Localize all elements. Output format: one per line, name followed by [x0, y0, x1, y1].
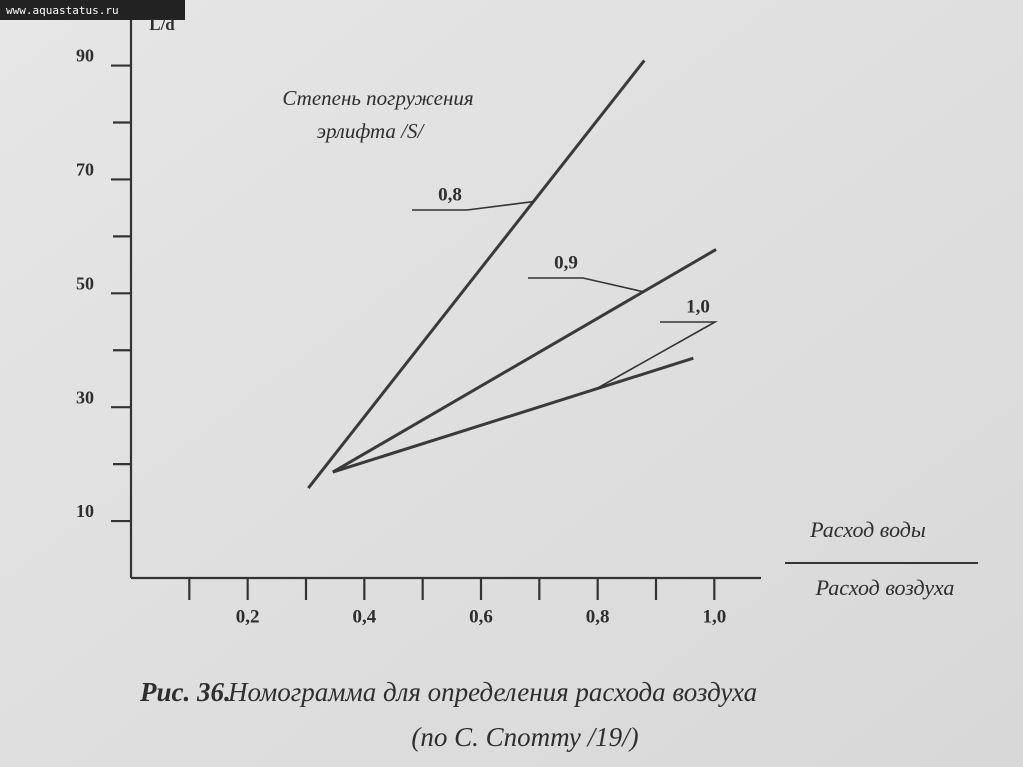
- y-tick-label: 50: [76, 273, 94, 293]
- chart-subtitle: (по С. Спотту /19/): [411, 722, 638, 752]
- x-tick-label: 0,6: [469, 606, 493, 627]
- x-axis-label: Расход воды: [809, 517, 926, 542]
- legend-label: 0,9: [554, 252, 578, 273]
- legend-label: 0,8: [438, 184, 462, 205]
- x-tick-label: 0,2: [236, 606, 260, 627]
- y-tick-label: 70: [76, 160, 94, 180]
- x-tick-label: 0,4: [352, 606, 376, 627]
- series-line: [332, 248, 717, 474]
- leader-line: [595, 321, 719, 390]
- x-tick-label: 1,0: [702, 606, 726, 627]
- y-tick-label: 90: [76, 46, 94, 66]
- y-tick-label: 30: [76, 387, 94, 407]
- series-line: [307, 59, 646, 489]
- figure-label: Рис. 36.: [139, 677, 231, 707]
- y-axis-label: L/d: [149, 15, 175, 34]
- legend-label: 1,0: [686, 296, 710, 317]
- x-tick-label: 0,8: [586, 606, 610, 627]
- y-tick-label: 10: [76, 501, 94, 521]
- leader-line: [412, 200, 534, 211]
- x-axis-label: Расход воздуха: [815, 575, 955, 600]
- chart-title: Номограмма для определения расхода возду…: [227, 677, 757, 707]
- leader-line: [528, 277, 644, 293]
- legend-title: Степень погружения: [282, 86, 473, 110]
- watermark-bg: [0, 0, 185, 20]
- watermark: www.aquastatus.ru: [6, 4, 119, 17]
- legend-title: эрлифта /S/: [317, 119, 426, 143]
- series-line: [332, 356, 694, 474]
